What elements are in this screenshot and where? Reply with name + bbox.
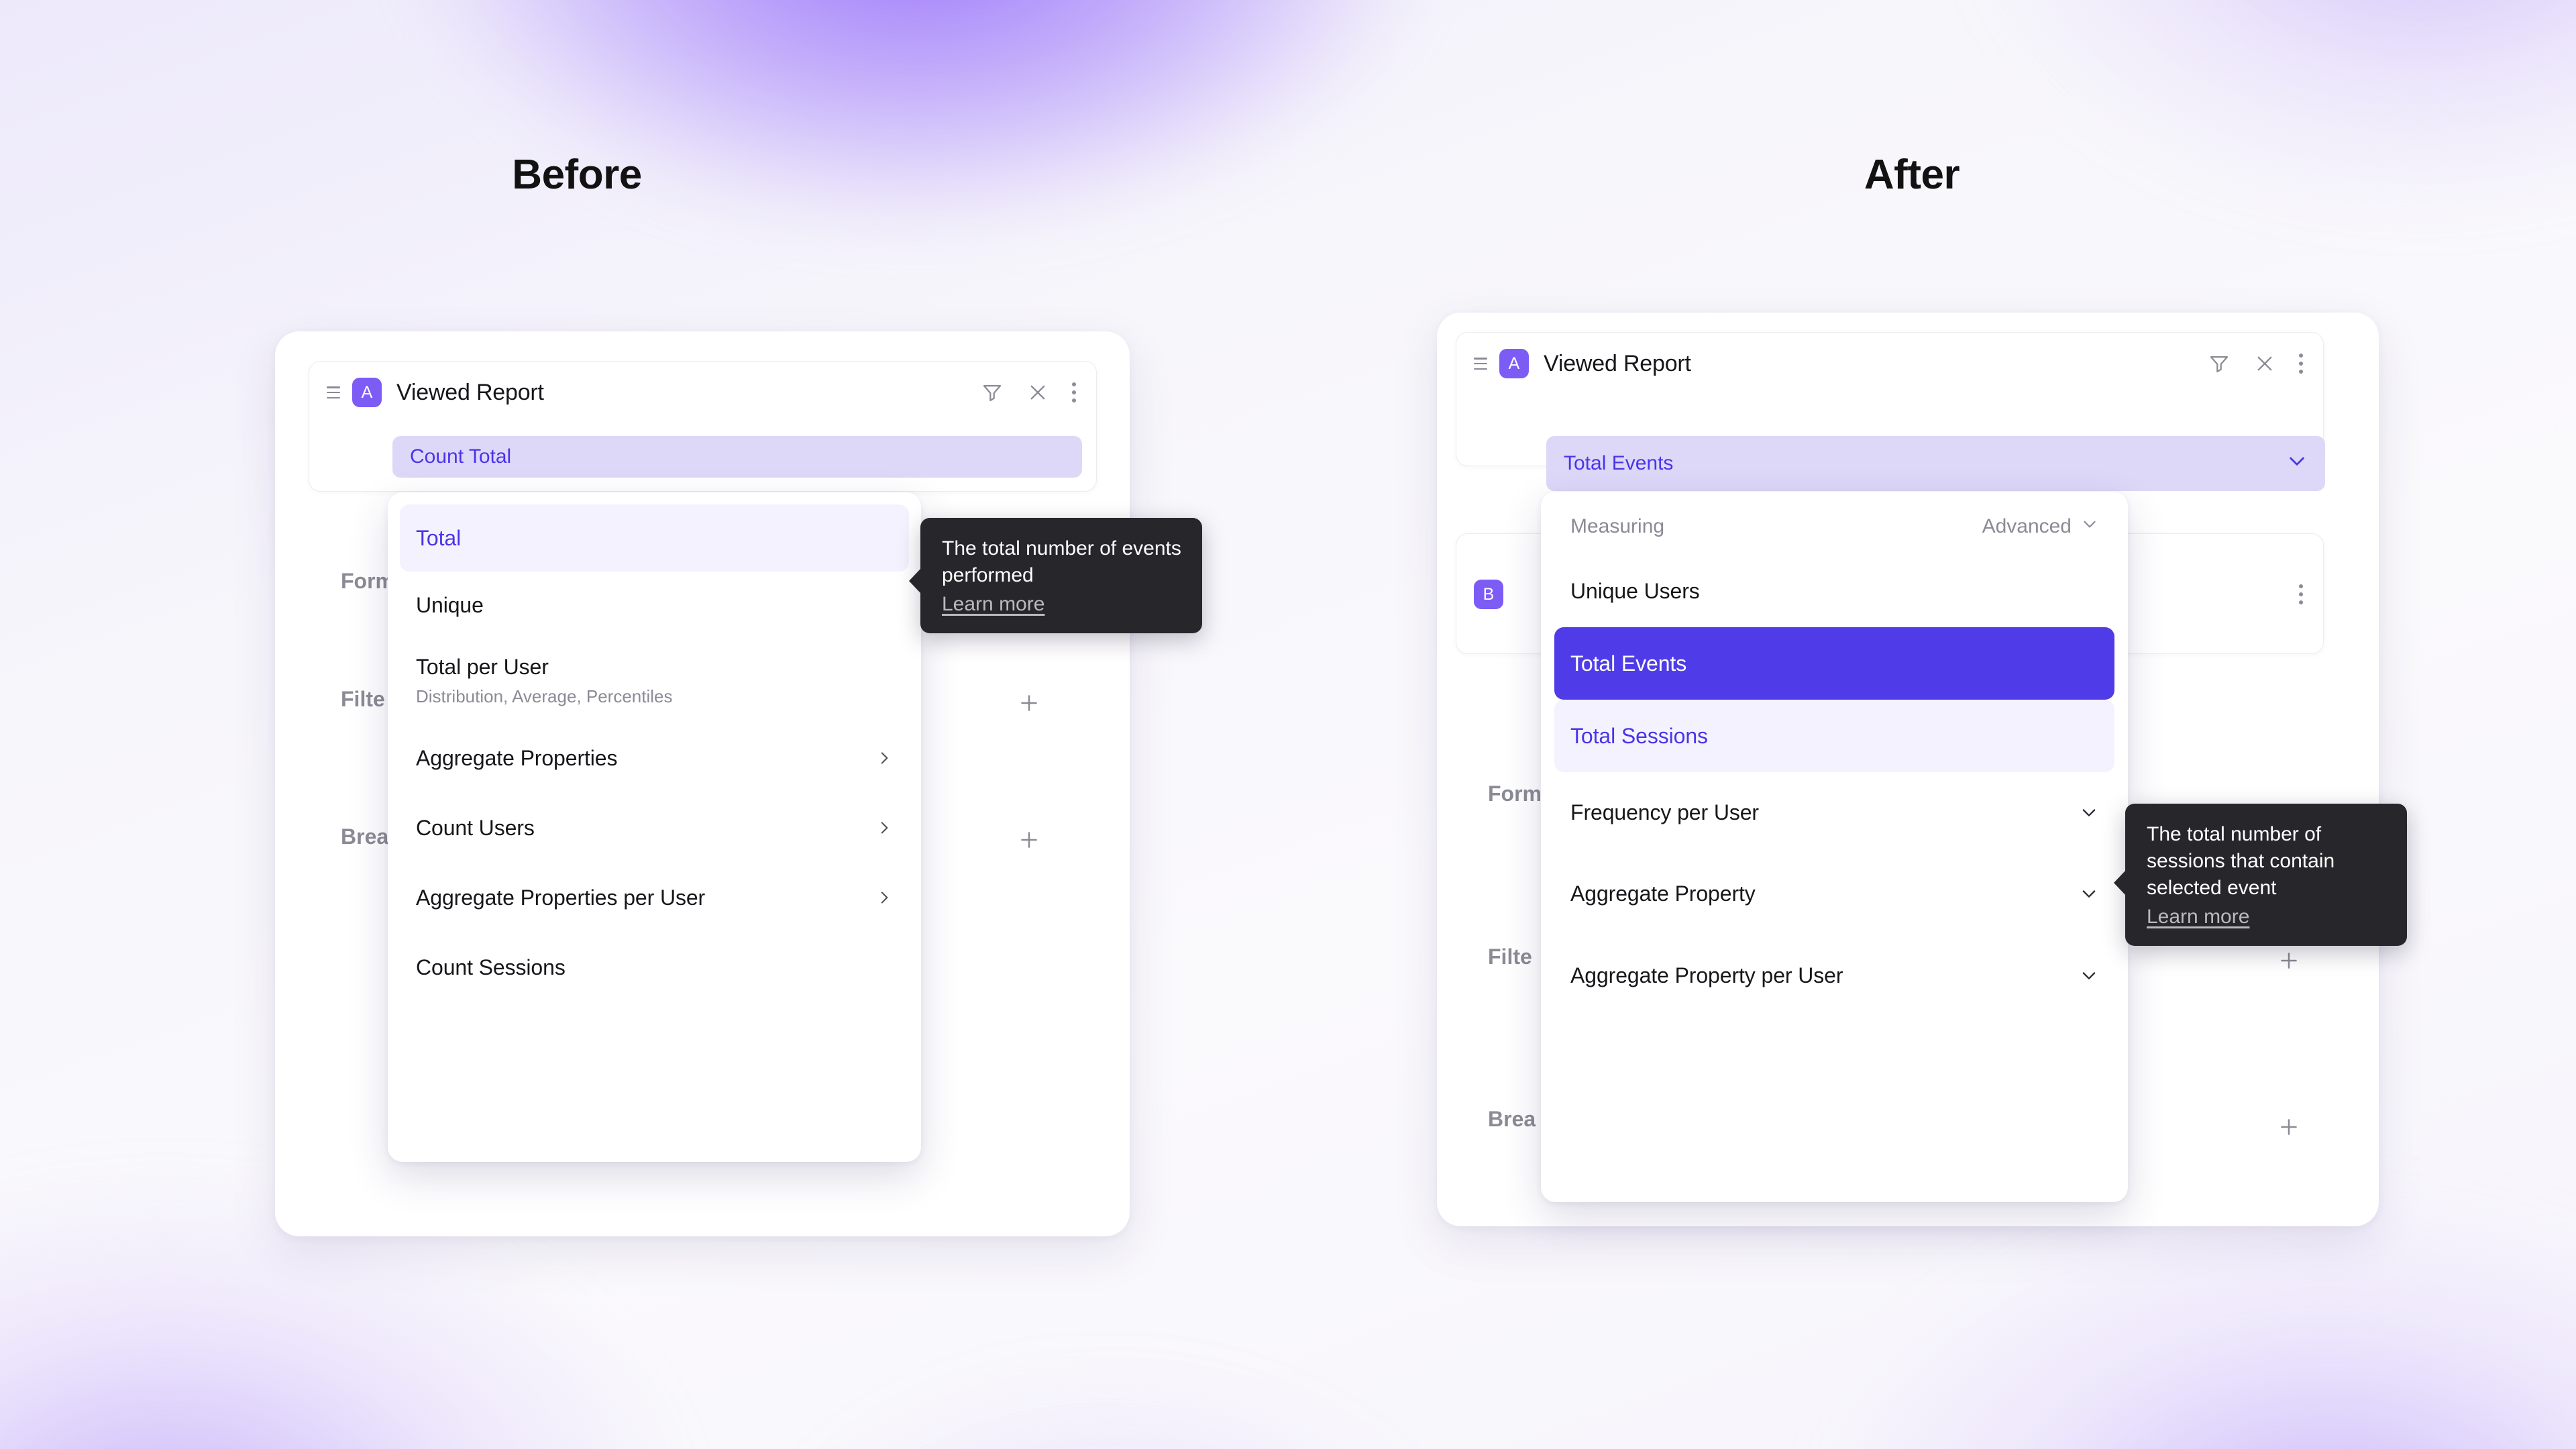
before-menu-item-total[interactable]: Total (400, 504, 909, 572)
before-measure-menu: Total Unique Total per User Distribution… (388, 492, 921, 1162)
plus-icon (1021, 832, 1037, 848)
menu-item-label: Count Sessions (416, 955, 566, 979)
after-tooltip: The total number of sessions that contai… (2114, 804, 2407, 946)
chevron-down-icon (2080, 884, 2098, 903)
glow-bottom-mid (738, 1368, 1476, 1449)
after-add-filter-button[interactable] (2274, 946, 2304, 975)
after-measure-chip[interactable]: Total Events (1546, 436, 2325, 491)
menu-item-label: Aggregate Property per User (1570, 963, 1843, 987)
after-menu-item-aggregate-property-per-user[interactable]: Aggregate Property per User (1554, 934, 2114, 1016)
after-menu-item-total-events[interactable]: Total Events (1554, 627, 2114, 700)
before-card-a-title: Viewed Report (396, 379, 544, 405)
after-menu-item-aggregate-property[interactable]: Aggregate Property (1554, 853, 2114, 934)
plus-icon (2281, 953, 2297, 969)
close-icon[interactable] (2253, 352, 2276, 375)
after-card-a-title: Viewed Report (1544, 350, 1691, 376)
after-measure-chip-value: Total Events (1564, 452, 1674, 474)
after-menu-advanced-label: Advanced (1982, 515, 2072, 537)
drag-handle-icon[interactable] (1474, 358, 1489, 370)
menu-item-label: Frequency per User (1570, 800, 1759, 824)
chevron-down-icon (2080, 803, 2098, 822)
chevron-down-icon (2081, 515, 2098, 538)
tooltip-arrow-icon (2114, 869, 2127, 896)
before-card-a-actions (981, 381, 1076, 404)
after-row-label-formula: Form (1488, 782, 1542, 806)
filter-icon[interactable] (2208, 352, 2231, 375)
after-card-b-header: B (1456, 534, 2323, 655)
before-add-breakdown-button[interactable] (1014, 825, 1044, 855)
heading-before: Before (512, 152, 642, 198)
after-menu-header: Measuring Advanced (1554, 498, 2114, 555)
tooltip-arrow-icon (909, 568, 922, 594)
filter-icon[interactable] (981, 381, 1004, 404)
menu-item-label: Total per User (416, 655, 549, 679)
after-add-breakdown-button[interactable] (2274, 1112, 2304, 1142)
menu-item-sublabel: Distribution, Average, Percentiles (416, 686, 673, 706)
before-card-a-header: A Viewed Report (309, 362, 1096, 423)
menu-item-label: Unique (416, 592, 484, 617)
before-menu-item-count-sessions[interactable]: Count Sessions (400, 932, 909, 1002)
chevron-down-icon (2080, 966, 2098, 985)
before-menu-item-total-per-user[interactable]: Total per User Distribution, Average, Pe… (400, 639, 909, 723)
after-card-b-actions (2299, 584, 2303, 604)
chevron-right-icon (875, 819, 893, 837)
after-tooltip-learn-more-link[interactable]: Learn more (2147, 905, 2250, 928)
plus-icon (1021, 695, 1037, 711)
chevron-right-icon (875, 889, 893, 906)
after-menu-item-frequency-per-user[interactable]: Frequency per User (1554, 772, 2114, 853)
plus-icon (2281, 1119, 2297, 1135)
chevron-down-icon (2286, 450, 2308, 477)
menu-item-label: Total (416, 525, 462, 550)
menu-item-label: Aggregate Properties (416, 745, 618, 770)
event-badge-b: B (1474, 580, 1503, 609)
before-tooltip: The total number of events performed Lea… (909, 518, 1202, 633)
after-menu-item-total-sessions[interactable]: Total Sessions (1554, 700, 2114, 772)
menu-item-label: Total Sessions (1570, 723, 1708, 748)
after-menu-header-label: Measuring (1570, 515, 1665, 537)
after-card-a-header: A Viewed Report (1456, 333, 2323, 394)
before-tooltip-learn-more-link[interactable]: Learn more (942, 592, 1045, 615)
menu-item-label: Total Events (1570, 651, 1687, 676)
heading-after: After (1864, 152, 1960, 198)
more-vertical-icon[interactable] (1072, 382, 1076, 402)
before-tooltip-text: The total number of events performed (942, 537, 1181, 586)
after-tooltip-text: The total number of sessions that contai… (2147, 823, 2335, 899)
after-menu-item-unique-users[interactable]: Unique Users (1554, 555, 2114, 627)
before-row-label-breakdown: Brea (341, 824, 389, 849)
before-measure-chip[interactable]: Count Total (392, 436, 1082, 478)
menu-item-label: Count Users (416, 815, 535, 840)
after-measure-menu: Measuring Advanced Unique Users Total Ev… (1541, 492, 2128, 1202)
menu-item-label: Unique Users (1570, 578, 1700, 603)
drag-handle-icon[interactable] (327, 386, 341, 398)
close-icon[interactable] (1026, 381, 1049, 404)
after-row-label-breakdown: Brea (1488, 1107, 1536, 1131)
chevron-right-icon (875, 749, 893, 767)
before-menu-item-unique[interactable]: Unique (400, 572, 909, 639)
more-vertical-icon[interactable] (2299, 354, 2303, 374)
before-add-filter-button[interactable] (1014, 688, 1044, 718)
event-badge-a: A (352, 378, 382, 407)
before-menu-item-count-users[interactable]: Count Users (400, 793, 909, 863)
event-badge-a: A (1499, 349, 1529, 378)
before-row-label-formula: Form (341, 569, 394, 593)
glow-top-right (1986, 0, 2576, 201)
before-measure-chip-value: Count Total (410, 445, 512, 468)
after-menu-advanced-toggle[interactable]: Advanced (1982, 515, 2098, 538)
more-vertical-icon[interactable] (2299, 584, 2303, 604)
before-menu-item-aggregate-properties-per-user[interactable]: Aggregate Properties per User (400, 863, 909, 932)
glow-bottom-right (1825, 1208, 2576, 1449)
before-menu-item-aggregate-properties[interactable]: Aggregate Properties (400, 723, 909, 793)
after-card-a-actions (2208, 352, 2303, 375)
after-row-label-filter: Filte (1488, 945, 1532, 969)
menu-item-label: Aggregate Property (1570, 881, 1756, 906)
before-row-label-filter: Filte (341, 687, 385, 711)
menu-item-label: Aggregate Properties per User (416, 885, 706, 910)
